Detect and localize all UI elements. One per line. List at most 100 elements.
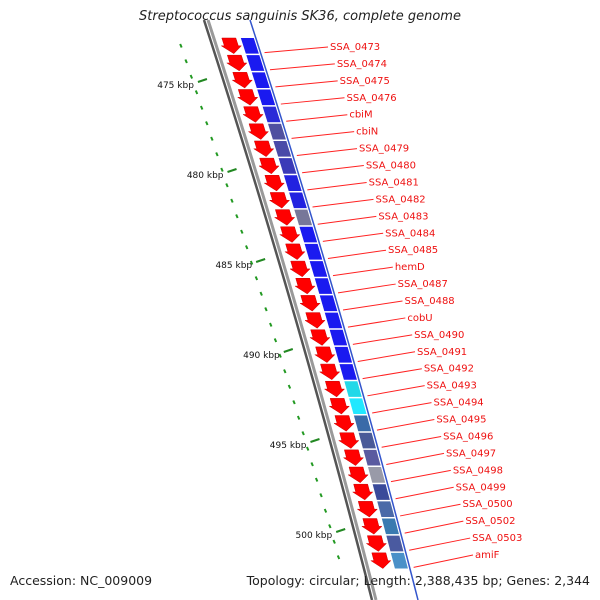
gene-arrow — [304, 312, 326, 329]
scale-tick — [319, 493, 323, 498]
cog-band-segment — [257, 89, 276, 106]
gene-label: SSA_0480 — [366, 161, 416, 172]
label-leader-line — [317, 215, 377, 225]
gene-label: SSA_0502 — [465, 516, 515, 527]
gene-label: SSA_0483 — [378, 211, 428, 222]
cog-band-segment — [386, 535, 404, 552]
scale-tick — [296, 415, 301, 420]
label-leader-line — [286, 114, 348, 122]
backbone-line — [202, 19, 374, 600]
gene-arrow — [309, 329, 331, 346]
gene-label: SSA_0492 — [424, 364, 474, 375]
scale-tick — [199, 105, 204, 110]
gene-labels: SSA_0473 SSA_0474 SSA_0475 SSA_0476 cbiM cbiN… — [264, 42, 522, 568]
scale-tick — [240, 229, 244, 234]
label-leader-line — [386, 452, 445, 465]
cog-band-segment — [314, 278, 333, 294]
gene-arrow — [365, 535, 388, 552]
scale-tick — [179, 43, 183, 48]
scale-label: 490 kbp — [243, 351, 280, 361]
gene-label: cbiN — [356, 127, 378, 138]
gene-arrow — [347, 466, 369, 484]
gene-label: hemD — [395, 262, 425, 273]
cog-band-segment — [246, 55, 265, 71]
gene-label: SSA_0494 — [434, 398, 484, 409]
backbone-line — [206, 19, 378, 600]
accession-text: Accession: NC_009009 — [10, 573, 153, 588]
gene-arrow — [299, 295, 321, 312]
label-leader-line — [296, 148, 358, 157]
cog-band-segment — [278, 158, 297, 174]
gene-label: SSA_0473 — [330, 42, 380, 53]
scale-tick — [249, 260, 254, 265]
scale-major-tick — [310, 438, 320, 443]
scale-tick — [245, 245, 249, 250]
gene-label: SSA_0497 — [446, 448, 496, 459]
label-leader-line — [372, 402, 432, 414]
label-leader-line — [307, 181, 367, 191]
scale-major-tick — [255, 258, 266, 263]
gene-arrow — [333, 415, 355, 432]
cog-band-segment — [240, 38, 259, 54]
cog-band-segment — [353, 415, 372, 432]
scale-tick — [194, 90, 199, 95]
gene-label: SSA_0495 — [436, 415, 486, 426]
gene-label: SSA_0490 — [414, 330, 464, 341]
gene-arrow — [268, 192, 291, 209]
gene-label: SSA_0488 — [405, 296, 455, 307]
cog-band-segment — [372, 484, 390, 500]
gene-label: SSA_0496 — [443, 431, 493, 442]
label-leader-line — [352, 334, 413, 345]
scale-label: 500 kbp — [296, 531, 333, 541]
scale-tick — [306, 446, 310, 451]
scale-tick — [264, 307, 268, 312]
band-outline — [249, 19, 419, 600]
cog-band-segment — [349, 398, 367, 415]
cog-band-segment — [358, 432, 376, 449]
scale-tick — [310, 462, 314, 467]
cog-band-segment — [309, 261, 328, 277]
gene-arrow — [231, 72, 253, 89]
gene-label: SSA_0474 — [337, 59, 387, 70]
gene-arrow — [284, 243, 306, 260]
label-leader-line — [357, 351, 416, 362]
gene-label: SSA_0475 — [340, 76, 390, 87]
scale-tick — [259, 291, 263, 296]
label-leader-line — [409, 537, 471, 551]
cog-band-segment — [324, 312, 343, 329]
scale-major-tick — [227, 168, 237, 173]
label-leader-line — [322, 232, 384, 242]
gene-label: SSA_0484 — [385, 228, 435, 239]
cog-band-segment — [299, 226, 318, 243]
cog-band-segment — [289, 192, 307, 209]
label-leader-line — [280, 97, 345, 105]
label-leader-line — [264, 46, 329, 54]
gene-arrow — [225, 54, 248, 72]
label-leader-line — [381, 435, 442, 448]
gene-arrow — [278, 226, 301, 243]
gene-label: SSA_0485 — [388, 245, 438, 256]
cog-band-segment — [381, 518, 399, 535]
scale-label: 480 kbp — [187, 171, 224, 181]
gene-arrow — [313, 346, 336, 363]
scale-tick — [314, 477, 319, 482]
gene-label: cobU — [407, 313, 432, 324]
gene-arrow — [361, 518, 383, 535]
gene-label: SSA_0481 — [369, 177, 419, 188]
label-leader-line — [332, 266, 393, 277]
label-leader-line — [413, 554, 474, 568]
gene-arrow — [351, 483, 374, 501]
gene-arrow — [258, 157, 280, 175]
cog-band-segment — [304, 243, 323, 260]
gene-label: SSA_0487 — [398, 279, 448, 290]
gene-label: SSA_0476 — [347, 93, 397, 104]
gene-label: SSA_0491 — [417, 347, 467, 358]
gene-arrow — [247, 123, 270, 140]
scale-tick — [235, 214, 239, 219]
gene-label: SSA_0503 — [472, 533, 522, 544]
label-leader-line — [376, 419, 435, 431]
label-leader-line — [302, 165, 364, 174]
scale-label: 485 kbp — [215, 261, 252, 271]
